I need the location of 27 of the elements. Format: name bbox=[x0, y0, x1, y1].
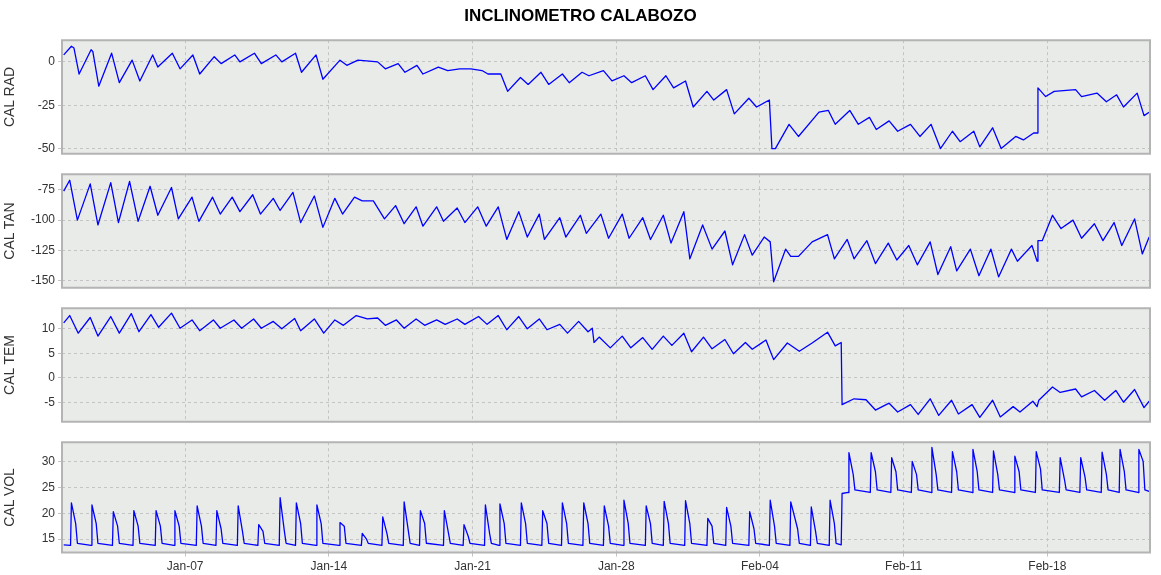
y-axis-title: CAL TAN bbox=[1, 202, 18, 260]
x-tick-label: Feb-18 bbox=[1028, 559, 1067, 574]
y-tick-label: -125 bbox=[30, 242, 56, 257]
x-tick-label: Jan-28 bbox=[597, 559, 635, 574]
x-tick-label: Jan-21 bbox=[454, 559, 492, 574]
x-tick-label: Feb-04 bbox=[740, 559, 780, 574]
y-tick-label: -75 bbox=[37, 182, 56, 197]
chart-title: INCLINOMETRO CALABOZO bbox=[463, 5, 698, 27]
y-tick-label: 20 bbox=[41, 505, 56, 520]
y-tick-label: -5 bbox=[44, 394, 56, 409]
y-tick-label: 30 bbox=[41, 453, 56, 468]
y-tick-label: 0 bbox=[48, 54, 56, 69]
y-tick-label: 25 bbox=[41, 479, 56, 494]
y-axis-title: CAL TEM bbox=[1, 335, 18, 395]
y-tick-label: 5 bbox=[48, 345, 56, 360]
y-tick-label: 10 bbox=[41, 321, 56, 336]
y-tick-label: -50 bbox=[37, 140, 56, 155]
y-tick-label: 15 bbox=[41, 531, 56, 546]
y-tick-label: -150 bbox=[30, 272, 56, 287]
x-tick-label: Jan-07 bbox=[166, 559, 204, 574]
y-tick-label: 0 bbox=[48, 370, 56, 385]
y-axis-title: CAL VOL bbox=[1, 467, 18, 527]
y-tick-label: -25 bbox=[37, 97, 56, 112]
y-tick-label: -100 bbox=[30, 212, 56, 227]
x-tick-label: Feb-11 bbox=[885, 559, 923, 574]
x-tick-label: Jan-14 bbox=[310, 559, 348, 574]
y-axis-title: CAL RAD bbox=[1, 66, 18, 128]
